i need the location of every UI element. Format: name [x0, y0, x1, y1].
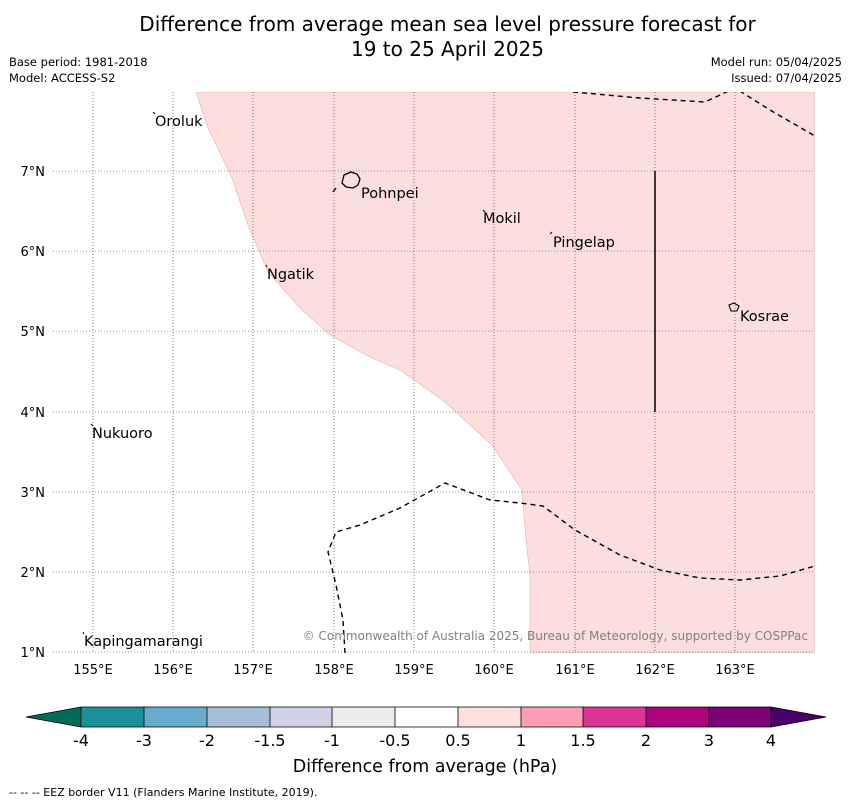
colorbar-tick-label: 0.5 [445, 731, 470, 750]
colorbar-segment [458, 707, 521, 727]
colorbar-segment [270, 707, 332, 727]
meta-left: Base period: 1981-2018 Model: ACCESS-S2 [9, 54, 148, 86]
meta-right: Model run: 05/04/2025 Issued: 07/04/2025 [711, 54, 842, 86]
colorbar-segment [709, 707, 771, 727]
lon-tick-label: 156°E [153, 663, 193, 678]
eez-border-south [327, 482, 815, 653]
colorbar-label: Difference from average (hPa) [293, 757, 558, 777]
map-panel: Oroluk Pohnpei Mokil Pingelap Ngatik Kos… [53, 92, 815, 653]
colorbar-tick-label: -3 [136, 731, 152, 750]
title-line-1: Difference from average mean sea level p… [139, 12, 756, 36]
place-label-mokil: Mokil [483, 211, 521, 227]
colorbar-dividers [25, 706, 827, 728]
atoll-markers [82, 111, 553, 635]
lon-tick-label: 159°E [394, 663, 434, 678]
map-title: Difference from average mean sea level p… [0, 12, 850, 62]
colorbar-segment [144, 707, 207, 727]
colorbar-over-arrow [771, 707, 826, 727]
lon-tick-label: 155°E [73, 663, 113, 678]
base-period: Base period: 1981-2018 [9, 55, 148, 69]
colorbar-tick-label: 3 [704, 731, 714, 750]
colorbar-tick-label: -0.5 [379, 731, 410, 750]
eez-footnote: -- -- -- EEZ border V11 (Flanders Marine… [9, 786, 318, 799]
lon-tick-label: 157°E [233, 663, 273, 678]
place-label-kosrae: Kosrae [740, 309, 789, 325]
issued-date: Issued: 07/04/2025 [731, 71, 842, 85]
lat-tick-label: 2°N [21, 566, 46, 581]
place-label-pingelap: Pingelap [553, 235, 615, 251]
lat-gridlines [53, 170, 815, 653]
lat-tick-labels: 7°N 6°N 5°N 4°N 3°N 2°N 1°N [21, 165, 46, 661]
lat-tick-label: 3°N [21, 486, 46, 501]
colorbar-tick-label: -1.5 [254, 731, 285, 750]
colorbar-tick-label: 1.5 [570, 731, 595, 750]
lat-tick-label: 1°N [21, 646, 46, 661]
colorbar-tick-label: 2 [641, 731, 651, 750]
lon-tick-labels: 155°E 156°E 157°E 158°E 159°E 160°E 161°… [73, 663, 755, 678]
map-credit: © Commonwealth of Australia 2025, Bureau… [303, 629, 808, 643]
lon-tick-label: 160°E [474, 663, 514, 678]
place-label-pohnpei: Pohnpei [361, 186, 419, 202]
colorbar-segment [646, 707, 709, 727]
place-label-oroluk: Oroluk [155, 114, 203, 130]
colorbar-tick-label: -4 [73, 731, 89, 750]
lat-tick-label: 6°N [21, 245, 46, 260]
eez-border-pohnpei [332, 187, 337, 193]
colorbar-tick-label: 1 [516, 731, 526, 750]
place-label-kapingamarangi: Kapingamarangi [84, 634, 203, 650]
lon-tick-label: 158°E [314, 663, 354, 678]
colorbar-segment [521, 707, 583, 727]
colorbar-under-arrow [26, 707, 81, 727]
pohnpei-island-outline [341, 171, 361, 189]
place-label-nukuoro: Nukuoro [92, 426, 153, 442]
colorbar-tick-label: 4 [766, 731, 776, 750]
kosrae-island-outline [728, 302, 740, 312]
eez-borders [327, 92, 815, 653]
lat-tick-label: 4°N [21, 406, 46, 421]
lat-tick-label: 5°N [21, 325, 46, 340]
colorbar-tick-label: -2 [199, 731, 215, 750]
model-run: Model run: 05/04/2025 [710, 55, 842, 69]
colorbar-segment [395, 707, 458, 727]
eez-border-north [572, 92, 815, 137]
lon-tick-label: 161°E [555, 663, 595, 678]
colorbar-tick-label: -1 [324, 731, 340, 750]
colorbar: -4 -3 -2 -1.5 -1 -0.5 0.5 1 1.5 2 3 4 Di… [25, 706, 827, 777]
lon-tick-label: 163°E [715, 663, 755, 678]
colorbar-segment [332, 707, 395, 727]
lon-tick-label: 162°E [635, 663, 675, 678]
colorbar-segment [81, 707, 144, 727]
colorbar-segment [207, 707, 270, 727]
place-label-ngatik: Ngatik [267, 267, 315, 283]
lat-tick-label: 7°N [21, 165, 46, 180]
title-line-2: 19 to 25 April 2025 [350, 37, 545, 61]
anomaly-shaded-region [195, 92, 815, 653]
model-name: Model: ACCESS-S2 [9, 71, 116, 85]
colorbar-segment [583, 707, 646, 727]
